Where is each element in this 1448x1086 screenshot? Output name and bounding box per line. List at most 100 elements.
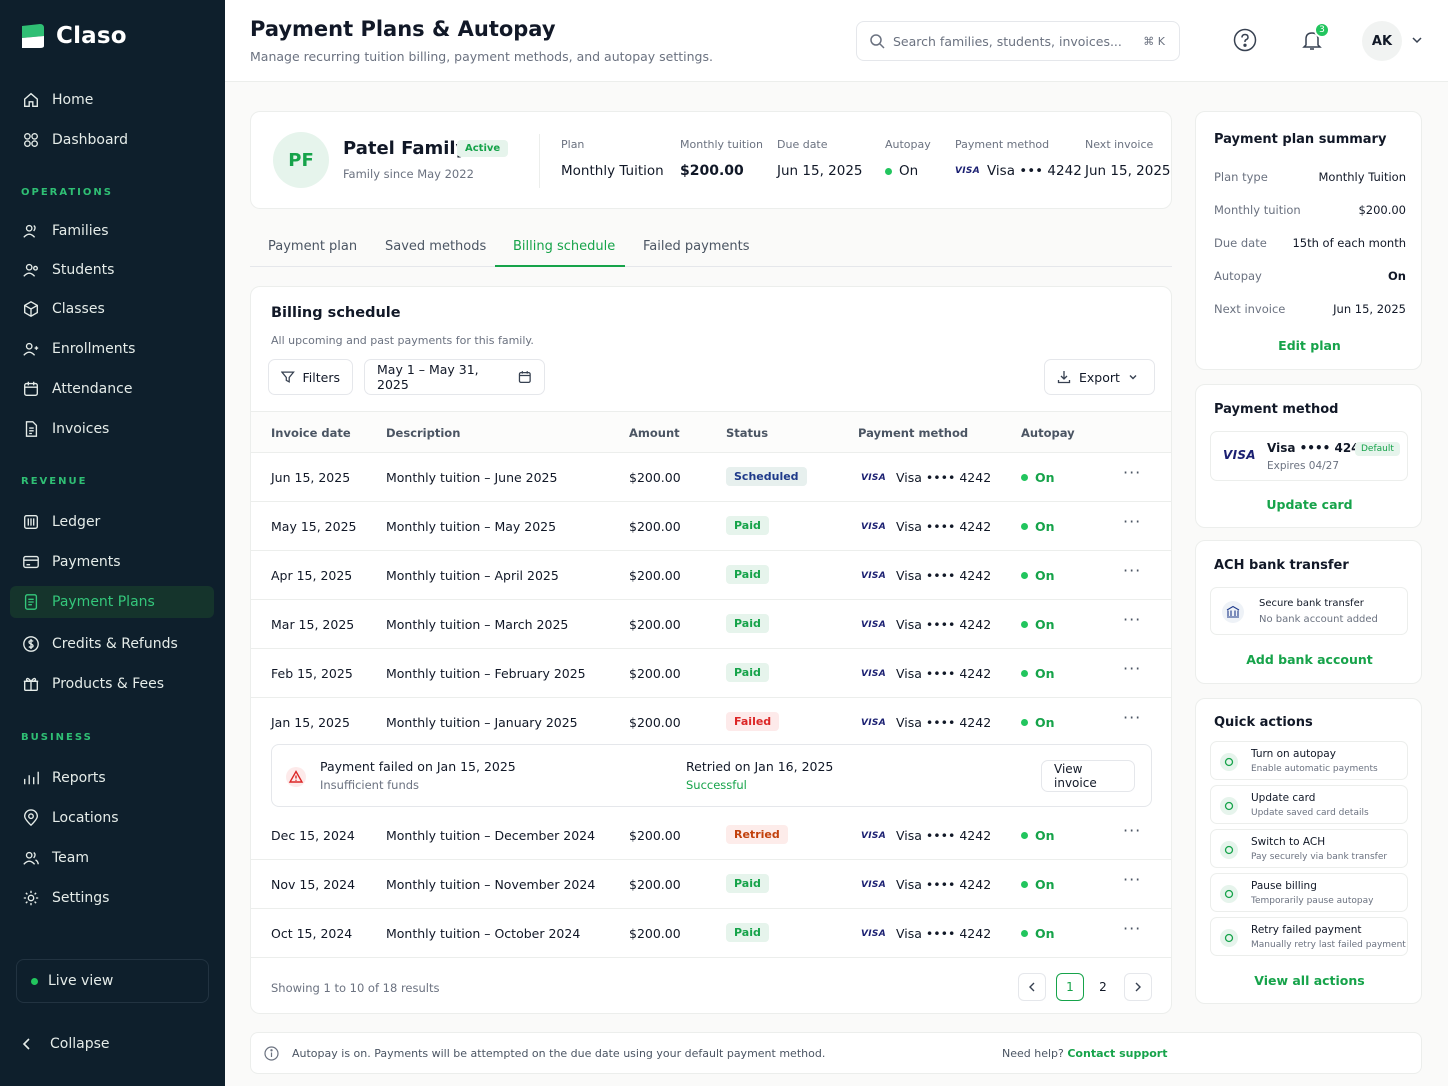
quick-action[interactable]: Turn on autopay Enable automatic payments — [1210, 741, 1408, 780]
tab-billing-schedule[interactable]: Billing schedule — [495, 239, 625, 267]
meta-value: Jun 15, 2025 — [1085, 163, 1171, 179]
status-badge: Scheduled — [726, 467, 807, 486]
nav-settings[interactable]: Settings — [10, 882, 214, 914]
filter-icon — [281, 371, 295, 383]
nav-label: Reports — [52, 770, 106, 786]
prev-page-button[interactable] — [1018, 973, 1046, 1001]
page-2-button[interactable]: 2 — [1089, 973, 1117, 1001]
summary-row: Plan type Monthly Tuition — [1214, 170, 1406, 184]
quick-action-title: Retry failed payment — [1251, 924, 1362, 936]
view-all-actions-link[interactable]: View all actions — [1254, 973, 1365, 988]
meta-method: Payment method VISA Visa ••• 4242 — [955, 138, 1082, 179]
retry-info: Retried on Jan 16, 2025 — [686, 759, 834, 774]
quick-action[interactable]: Switch to ACH Pay securely via bank trans… — [1210, 829, 1408, 868]
more-options-icon[interactable]: ··· — [1123, 708, 1142, 727]
map-pin-icon — [24, 809, 38, 827]
more-options-icon[interactable]: ··· — [1123, 919, 1142, 938]
payment-method: VISA Visa •••• 4242 — [861, 877, 991, 892]
calendar-icon — [519, 371, 532, 383]
meta-due: Due date Jun 15, 2025 — [777, 138, 863, 179]
more-options-icon[interactable]: ··· — [1123, 463, 1142, 482]
saved-card[interactable]: VISA Visa •••• 4242 Default Expires 04/2… — [1210, 431, 1408, 481]
edit-plan-link[interactable]: Edit plan — [1278, 338, 1341, 353]
nav-classes[interactable]: Classes — [10, 293, 214, 325]
quick-action[interactable]: Update card Update saved card details — [1210, 785, 1408, 824]
nav-invoices[interactable]: Invoices — [10, 413, 214, 445]
nav-families[interactable]: Families — [10, 215, 214, 247]
nav-attendance[interactable]: Attendance — [10, 373, 214, 405]
quick-action-icon — [1220, 841, 1238, 859]
add-bank-account-link[interactable]: Add bank account — [1246, 652, 1373, 667]
table-row[interactable]: Dec 15, 2024 Monthly tuition – December 2… — [251, 811, 1171, 860]
chevron-left-icon — [22, 1038, 30, 1050]
nav-students[interactable]: Students — [10, 254, 214, 286]
chevron-down-icon[interactable] — [1411, 34, 1423, 46]
invoice-date: Oct 15, 2024 — [271, 926, 353, 941]
autopay-status: On — [1021, 568, 1055, 583]
tab-failed-payments[interactable]: Failed payments — [643, 239, 750, 254]
table-row[interactable]: Jun 15, 2025 Monthly tuition – June 2025 $… — [251, 453, 1171, 502]
table-row[interactable]: Jan 15, 2025 Monthly tuition – January 20… — [251, 698, 1171, 747]
nav-team[interactable]: Team — [10, 842, 214, 874]
table-row[interactable]: May 15, 2025 Monthly tuition – May 2025 $2… — [251, 502, 1171, 551]
nav-products-fees[interactable]: Products & Fees — [10, 668, 214, 700]
live-view-toggle[interactable]: Live view — [16, 959, 209, 1003]
filters-label: Filters — [302, 369, 340, 385]
contact-support-link[interactable]: Contact support — [1067, 1047, 1168, 1060]
amount: $200.00 — [629, 519, 681, 534]
more-options-icon[interactable]: ··· — [1123, 659, 1142, 678]
quick-action-desc: Temporarily pause autopay — [1251, 896, 1374, 906]
update-card-link[interactable]: Update card — [1266, 497, 1353, 512]
search-input[interactable]: Search families, students, invoices... ⌘… — [856, 21, 1180, 61]
search-placeholder: Search families, students, invoices... — [893, 33, 1122, 49]
notification-count: 3 — [1314, 22, 1330, 38]
bell-icon[interactable] — [1300, 28, 1324, 52]
chevron-left-icon — [1029, 982, 1035, 992]
card-label: Visa •••• 4242 — [895, 877, 992, 892]
nav-enrollments[interactable]: Enrollments — [10, 333, 214, 365]
quick-action[interactable]: Pause billing Temporarily pause autopay — [1210, 873, 1408, 912]
more-options-icon[interactable]: ··· — [1123, 821, 1142, 840]
live-view-label: Live view — [48, 973, 114, 989]
view-invoice-button[interactable]: View invoice — [1041, 760, 1135, 792]
export-button[interactable]: Export — [1044, 359, 1155, 395]
logo[interactable]: Claso — [20, 22, 127, 50]
autopay-status: On — [1021, 828, 1055, 843]
help-icon[interactable] — [1233, 28, 1257, 52]
nav-reports[interactable]: Reports — [10, 762, 214, 794]
invoice-date: Feb 15, 2025 — [271, 666, 353, 681]
more-options-icon[interactable]: ··· — [1123, 610, 1142, 629]
on-dot-icon — [1021, 474, 1028, 481]
nav-ledger[interactable]: Ledger — [10, 506, 214, 538]
nav-home[interactable]: Home — [10, 84, 214, 116]
summary-label: Autopay — [1214, 269, 1262, 283]
date-range-picker[interactable]: May 1 – May 31, 2025 — [364, 359, 545, 395]
tab-saved-methods[interactable]: Saved methods — [385, 239, 487, 254]
more-options-icon[interactable]: ··· — [1123, 512, 1142, 531]
payment-method: VISA Visa •••• 4242 — [861, 568, 991, 583]
nav-payments[interactable]: Payments — [10, 546, 214, 578]
quick-action[interactable]: Retry failed payment Manually retry last … — [1210, 917, 1408, 956]
on-dot-icon — [885, 167, 892, 175]
table-row[interactable]: Oct 15, 2024 Monthly tuition – October 20… — [251, 909, 1171, 958]
table-row[interactable]: Feb 15, 2025 Monthly tuition – February 2… — [251, 649, 1171, 698]
table-row[interactable]: Mar 15, 2025 Monthly tuition – March 2025… — [251, 600, 1171, 649]
nav-dashboard[interactable]: Dashboard — [10, 124, 214, 156]
nav-payment-plans[interactable]: Payment Plans — [10, 586, 214, 618]
more-options-icon[interactable]: ··· — [1123, 561, 1142, 580]
nav-locations[interactable]: Locations — [10, 802, 214, 834]
more-options-icon[interactable]: ··· — [1123, 870, 1142, 889]
tab-payment-plan[interactable]: Payment plan — [268, 239, 358, 254]
table-row[interactable]: Nov 15, 2024 Monthly tuition – November 2… — [251, 860, 1171, 909]
invoice-date: Dec 15, 2024 — [271, 828, 355, 843]
filters-button[interactable]: Filters — [268, 359, 353, 395]
collapse-button[interactable]: Collapse — [22, 1036, 110, 1052]
nav-credits-refunds[interactable]: Credits & Refunds — [10, 628, 214, 660]
table-row[interactable]: Apr 15, 2025 Monthly tuition – April 2025… — [251, 551, 1171, 600]
summary-row: Next invoice Jun 15, 2025 — [1214, 302, 1406, 316]
status-badge: Paid — [726, 516, 769, 535]
students-icon — [23, 263, 38, 277]
next-page-button[interactable] — [1124, 973, 1152, 1001]
page-1-button[interactable]: 1 — [1056, 973, 1084, 1001]
user-avatar[interactable]: AK — [1362, 21, 1402, 61]
